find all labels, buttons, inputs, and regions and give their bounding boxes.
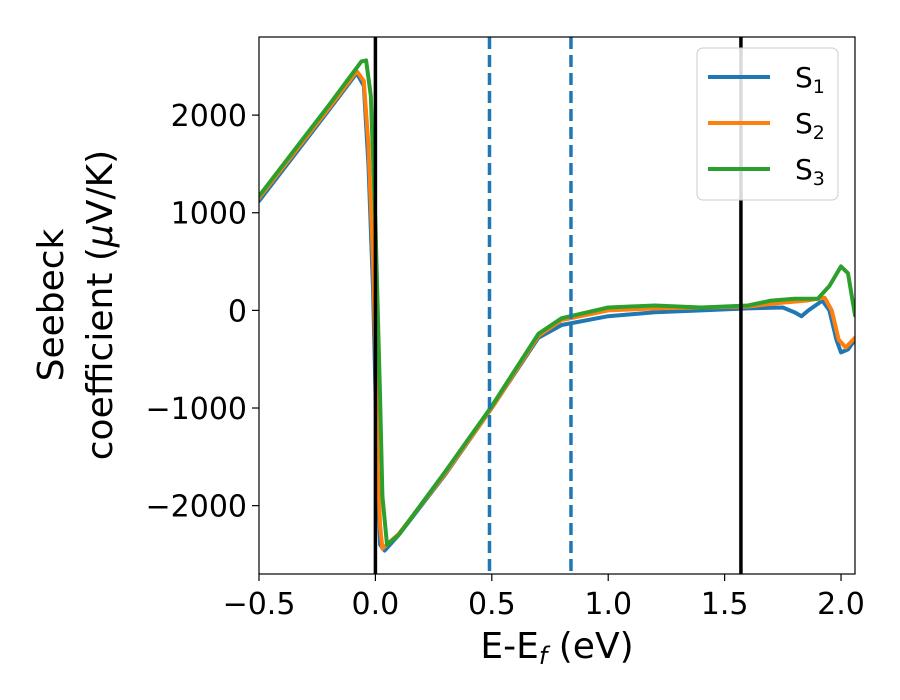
- x-tick-label: −0.5: [223, 587, 296, 622]
- y-tick-label: 0: [228, 294, 247, 329]
- x-axis-label-main: E-E: [480, 626, 538, 667]
- legend-label-3: S3: [795, 153, 825, 190]
- y-tick-label: −1000: [146, 392, 247, 427]
- y-tick-label: −2000: [146, 490, 247, 525]
- x-tick-label: 1.0: [584, 587, 632, 622]
- y-axis-label-line2: coefficient (μV/K): [80, 150, 121, 460]
- x-axis-label-unit: (eV): [547, 626, 633, 667]
- legend-label-2: S2: [795, 107, 825, 144]
- y-axis-label-pre: coefficient (: [80, 247, 121, 460]
- y-tick-label: 2000: [171, 99, 247, 134]
- legend: S1 S2 S3: [696, 47, 839, 201]
- y-axis-label-line1: Seebeck: [31, 228, 72, 381]
- x-tick-label: 1.5: [701, 587, 749, 622]
- plot-frame: [258, 36, 856, 575]
- x-axis-label: E-Ef (eV): [480, 626, 633, 670]
- y-tick-label: 1000: [171, 197, 247, 232]
- x-tick-label: 0.5: [468, 587, 516, 622]
- x-tick-label: 0.0: [352, 587, 400, 622]
- y-axis-label-post: V/K): [80, 150, 121, 224]
- y-axis-label-mu: μ: [80, 224, 121, 248]
- x-tick-label: 2.0: [817, 587, 865, 622]
- series-line-3: [259, 58, 855, 547]
- legend-label-1: S1: [795, 61, 825, 98]
